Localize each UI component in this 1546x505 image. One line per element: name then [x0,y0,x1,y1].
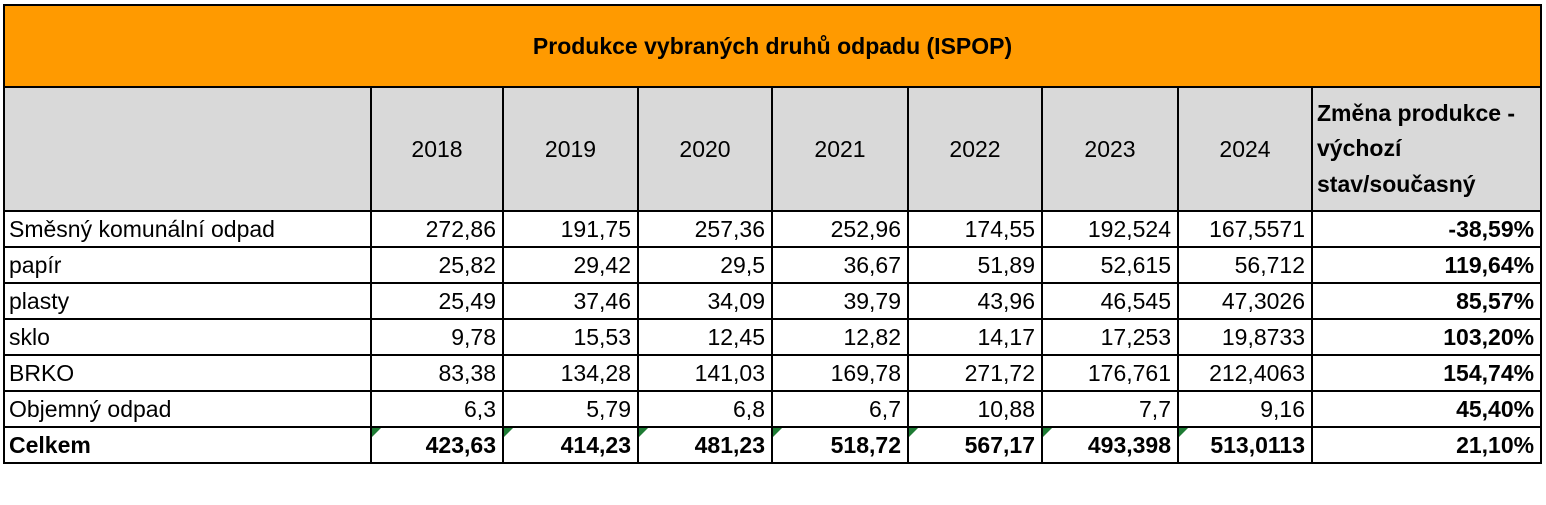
value-cell[interactable]: 25,82 [370,246,504,284]
value-cell[interactable]: 12,45 [637,318,773,356]
value-cell[interactable]: 191,75 [502,210,639,248]
value-cell[interactable]: 46,545 [1041,282,1179,320]
value-cell[interactable]: 174,55 [907,210,1043,248]
value-cell[interactable]: 25,49 [370,282,504,320]
table-row: plasty 25,49 37,46 34,09 39,79 43,96 46,… [3,282,1543,320]
value-cell[interactable]: 169,78 [771,354,909,392]
table-row: Objemný odpad 6,3 5,79 6,8 6,7 10,88 7,7… [3,390,1543,428]
change-cell[interactable]: 103,20% [1310,318,1543,356]
value-cell[interactable]: 252,96 [771,210,909,248]
total-row: Celkem 423,63 414,23 481,23 518,72 567,1… [3,426,1543,464]
value-cell[interactable]: 9,78 [370,318,504,356]
table-row: Směsný komunální odpad 272,86 191,75 257… [3,210,1543,248]
spreadsheet: Produkce vybraných druhů odpadu (ISPOP) … [2,4,1543,464]
header-row: 2018 2019 2020 2021 2022 2023 2024 Změna… [3,86,1543,212]
year-header[interactable]: 2018 [370,86,504,212]
value-cell[interactable]: 14,17 [907,318,1043,356]
total-value-cell[interactable]: 518,72 [771,426,909,464]
year-header[interactable]: 2021 [771,86,909,212]
total-value-cell[interactable]: 513,0113 [1177,426,1313,464]
total-value-cell[interactable]: 414,23 [502,426,639,464]
value-cell[interactable]: 6,3 [370,390,504,428]
row-label[interactable]: BRKO [3,354,372,392]
year-header[interactable]: 2019 [502,86,639,212]
value-cell[interactable]: 10,88 [907,390,1043,428]
table-title[interactable]: Produkce vybraných druhů odpadu (ISPOP) [2,4,1543,88]
header-empty-cell[interactable] [3,86,372,212]
value-cell[interactable]: 52,615 [1041,246,1179,284]
value-cell[interactable]: 29,42 [502,246,639,284]
value-cell[interactable]: 176,761 [1041,354,1179,392]
value-cell[interactable]: 5,79 [502,390,639,428]
title-row: Produkce vybraných druhů odpadu (ISPOP) [2,4,1543,88]
total-label[interactable]: Celkem [3,426,372,464]
value-cell[interactable]: 36,67 [771,246,909,284]
waste-production-table: Produkce vybraných druhů odpadu (ISPOP) … [2,4,1543,464]
value-cell[interactable]: 51,89 [907,246,1043,284]
row-label[interactable]: Objemný odpad [3,390,372,428]
value-cell[interactable]: 29,5 [637,246,773,284]
row-label[interactable]: plasty [3,282,372,320]
year-header[interactable]: 2024 [1177,86,1313,212]
year-header[interactable]: 2020 [637,86,773,212]
value-cell[interactable]: 12,82 [771,318,909,356]
value-cell[interactable]: 17,253 [1041,318,1179,356]
value-cell[interactable]: 43,96 [907,282,1043,320]
value-cell[interactable]: 134,28 [502,354,639,392]
change-header[interactable]: Změna produkce - výchozí stav/současný [1310,86,1543,212]
value-cell[interactable]: 37,46 [502,282,639,320]
value-cell[interactable]: 6,8 [637,390,773,428]
value-cell[interactable]: 19,8733 [1177,318,1313,356]
total-value-cell[interactable]: 423,63 [370,426,504,464]
value-cell[interactable]: 15,53 [502,318,639,356]
year-header[interactable]: 2022 [907,86,1043,212]
row-label[interactable]: Směsný komunální odpad [3,210,372,248]
value-cell[interactable]: 192,524 [1041,210,1179,248]
total-value-cell[interactable]: 567,17 [907,426,1043,464]
total-value-cell[interactable]: 493,398 [1041,426,1179,464]
table-row: BRKO 83,38 134,28 141,03 169,78 271,72 1… [3,354,1543,392]
row-label[interactable]: papír [3,246,372,284]
value-cell[interactable]: 9,16 [1177,390,1313,428]
value-cell[interactable]: 83,38 [370,354,504,392]
value-cell[interactable]: 47,3026 [1177,282,1313,320]
table-row: sklo 9,78 15,53 12,45 12,82 14,17 17,253… [3,318,1543,356]
value-cell[interactable]: 56,712 [1177,246,1313,284]
change-cell[interactable]: 154,74% [1310,354,1543,392]
value-cell[interactable]: 141,03 [637,354,773,392]
value-cell[interactable]: 271,72 [907,354,1043,392]
value-cell[interactable]: 6,7 [771,390,909,428]
change-cell[interactable]: -38,59% [1310,210,1543,248]
value-cell[interactable]: 212,4063 [1177,354,1313,392]
value-cell[interactable]: 34,09 [637,282,773,320]
value-cell[interactable]: 7,7 [1041,390,1179,428]
value-cell[interactable]: 272,86 [370,210,504,248]
change-cell[interactable]: 119,64% [1310,246,1543,284]
row-label[interactable]: sklo [3,318,372,356]
change-cell[interactable]: 45,40% [1310,390,1543,428]
change-cell[interactable]: 85,57% [1310,282,1543,320]
value-cell[interactable]: 257,36 [637,210,773,248]
value-cell[interactable]: 167,5571 [1177,210,1313,248]
value-cell[interactable]: 39,79 [771,282,909,320]
total-change-cell[interactable]: 21,10% [1310,426,1543,464]
year-header[interactable]: 2023 [1041,86,1179,212]
total-value-cell[interactable]: 481,23 [637,426,773,464]
table-row: papír 25,82 29,42 29,5 36,67 51,89 52,61… [3,246,1543,284]
